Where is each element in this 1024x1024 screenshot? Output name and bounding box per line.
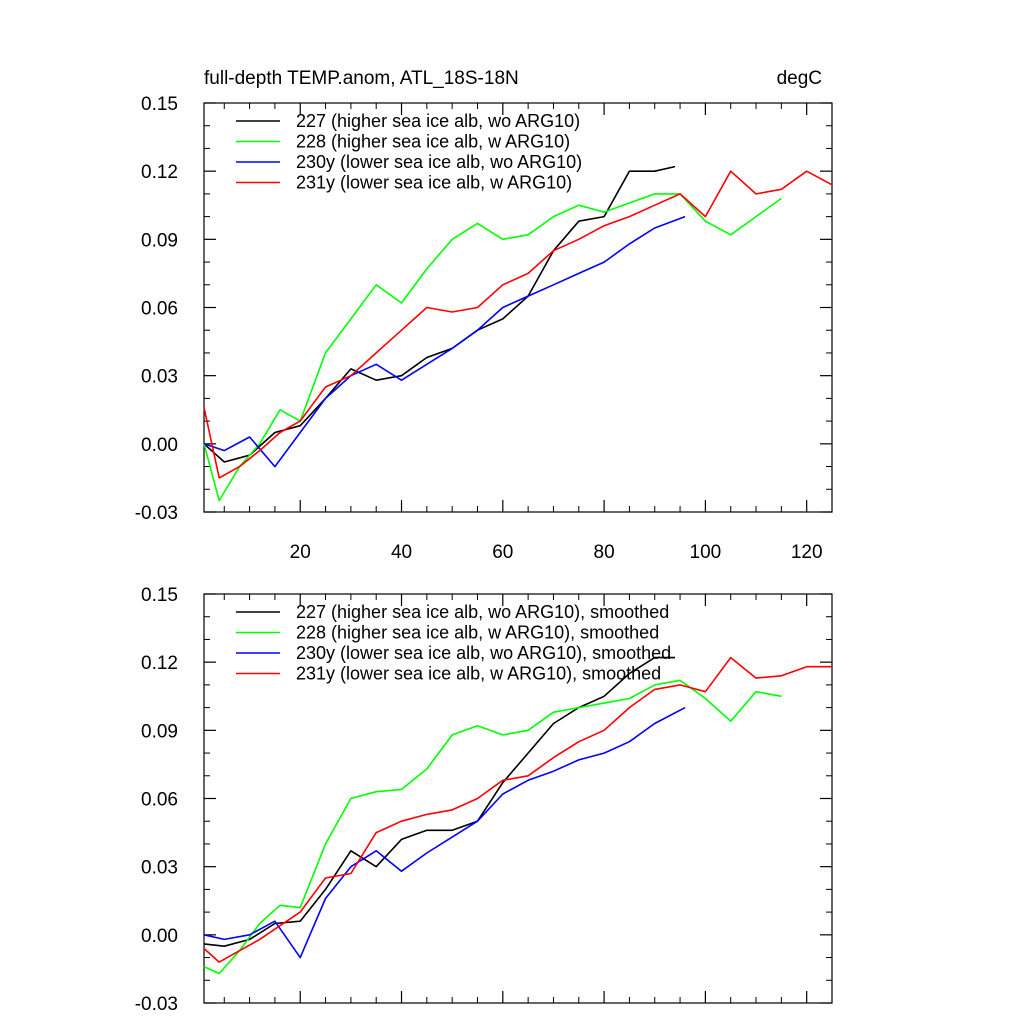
legend-label: 230y (lower sea ice alb, wo ARG10): [296, 152, 582, 172]
y-tick-label: 0.03: [141, 858, 178, 879]
legend-label: 227 (higher sea ice alb, wo ARG10), smoo…: [296, 602, 669, 622]
y-tick-label: 0.06: [141, 790, 178, 811]
series-line-1: [203, 679, 782, 975]
series-line-0: [203, 165, 676, 463]
y-tick-label: 0.00: [141, 926, 178, 947]
y-tick-label: 0.12: [141, 653, 178, 674]
x-tick-label: 60: [492, 542, 513, 563]
y-tick-label: 0.09: [141, 230, 178, 251]
y-tick-label: -0.03: [135, 503, 178, 524]
y-tick-label: 0.09: [141, 721, 178, 742]
series-line-3: [203, 656, 832, 963]
legend-label: 228 (higher sea ice alb, w ARG10): [296, 132, 570, 152]
y-tick-label: 0.15: [141, 94, 178, 115]
y-tick-label: 0.15: [141, 585, 178, 606]
x-tick-label: 80: [594, 542, 615, 563]
x-tick-label: 40: [391, 542, 412, 563]
x-tick-label: 20: [290, 542, 311, 563]
y-tick-label: 0.00: [141, 435, 178, 456]
series-line-2: [203, 706, 686, 959]
series-line-1: [203, 193, 782, 502]
y-tick-label: 0.03: [141, 367, 178, 388]
legend-label: 231y (lower sea ice alb, w ARG10): [296, 173, 572, 193]
chart-units: degC: [777, 68, 822, 89]
legend-label: 228 (higher sea ice alb, w ARG10), smoot…: [296, 623, 659, 643]
x-tick-label: 120: [791, 542, 823, 563]
legend-label: 227 (higher sea ice alb, wo ARG10): [296, 111, 580, 131]
y-tick-label: -0.03: [135, 994, 178, 1015]
series-line-0: [203, 656, 675, 948]
legend-label: 230y (lower sea ice alb, wo ARG10), smoo…: [296, 643, 671, 663]
series-line-3: [203, 170, 833, 479]
bottom-panel: -0.03 0.00 0.03 0.06 0.09 0.12 0.15 227 (higher…: [135, 585, 833, 1015]
legend-label: 231y (lower sea ice alb, w ARG10), smoot…: [296, 664, 661, 684]
y-tick-label: 0.12: [141, 162, 178, 183]
x-tick-label: 100: [690, 542, 722, 563]
top-panel: -0.03 0.00 0.03 0.06 0.09 0.12 0.15 20 40 60 80 100…: [135, 94, 833, 563]
series-line-2: [203, 215, 686, 468]
y-tick-label: 0.06: [141, 299, 178, 320]
chart-title: full-depth TEMP.anom, ATL_18S-18N: [204, 68, 519, 89]
